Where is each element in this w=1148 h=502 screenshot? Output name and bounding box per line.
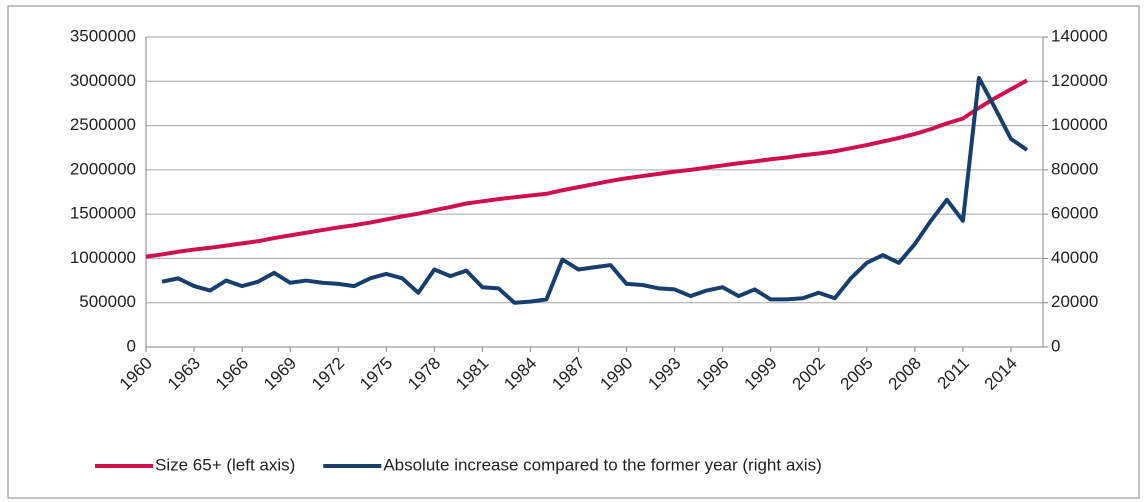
y-tick-label: 2000000 [70, 159, 136, 178]
series-line [145, 78, 1028, 259]
y-tick-label: 3000000 [70, 71, 136, 90]
y2-tick-label: 60000 [1051, 204, 1098, 223]
y-tick-label: 1500000 [70, 204, 136, 223]
y2-tick-label: 40000 [1051, 248, 1098, 267]
y-tick-label: 2500000 [70, 115, 136, 134]
y2-tick-label: 140000 [1051, 26, 1108, 45]
chart-frame [7, 5, 1140, 499]
series-line [161, 75, 1029, 305]
y2-tick-label: 20000 [1051, 292, 1098, 311]
y-tick-label: 0 [127, 336, 136, 355]
y-tick-label: 1000000 [70, 248, 136, 267]
legend-label: Absolute increase compared to the former… [383, 455, 821, 474]
y2-tick-label: 80000 [1051, 159, 1098, 178]
y-tick-label: 500000 [79, 292, 136, 311]
legend-label: Size 65+ (left axis) [155, 455, 295, 474]
y2-tick-label: 120000 [1051, 71, 1108, 90]
y2-tick-label: 0 [1051, 336, 1060, 355]
y-tick-label: 3500000 [70, 26, 136, 45]
y2-tick-label: 100000 [1051, 115, 1108, 134]
